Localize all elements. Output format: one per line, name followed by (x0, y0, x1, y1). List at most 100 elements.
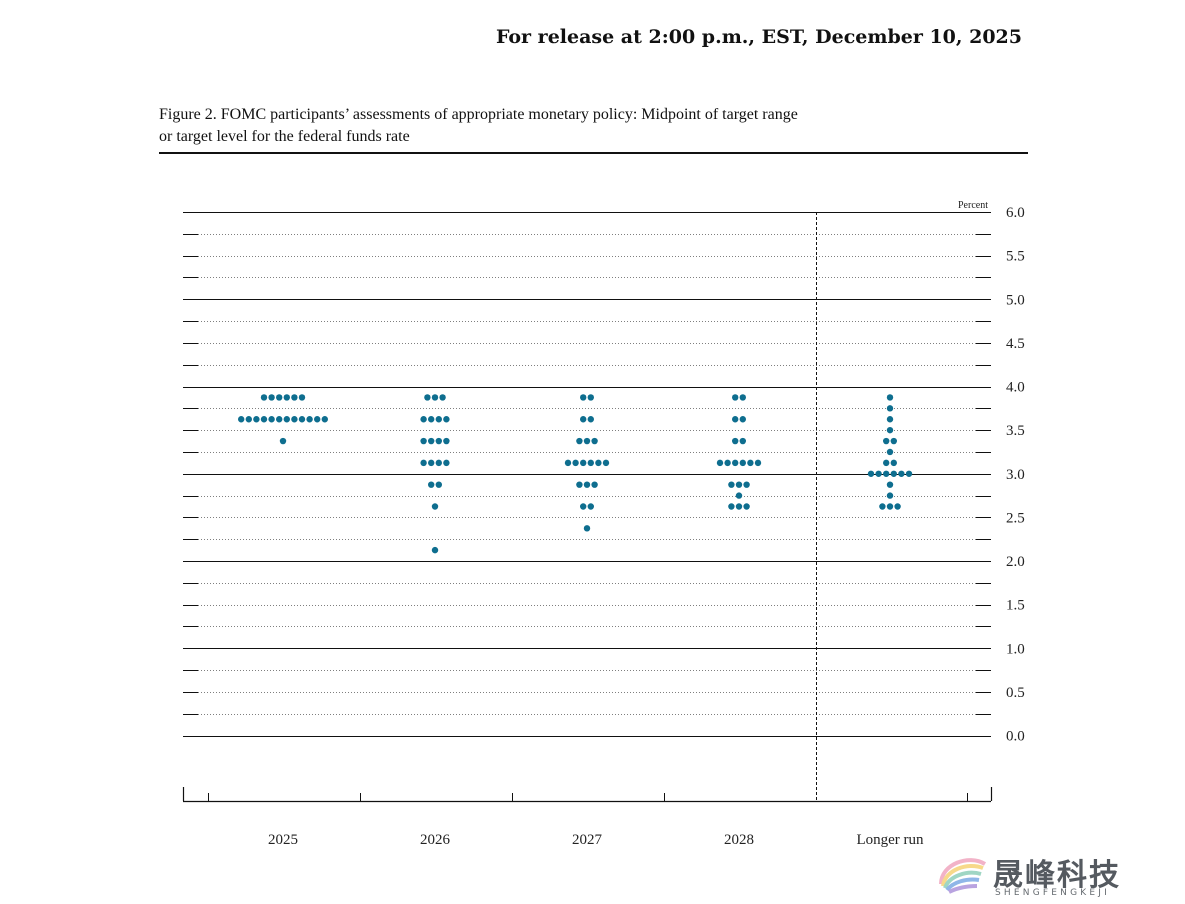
grid-layer (183, 212, 991, 737)
participant-dot (898, 470, 905, 477)
participant-dot (735, 481, 743, 488)
participant-dot (291, 394, 298, 401)
participant-dot (754, 459, 762, 467)
participant-dot (291, 416, 298, 423)
participant-dot (580, 459, 587, 467)
participant-dot (428, 416, 435, 423)
participant-dot (886, 426, 894, 434)
figure-title-line-1: Figure 2. FOMC participants’ assessments… (159, 106, 798, 123)
participant-dot (443, 416, 450, 423)
y-tick-label: 2.0 (1006, 554, 1025, 570)
watermark-brand-cn: 晟峰科技 (993, 858, 1121, 893)
participant-dot (268, 394, 275, 401)
participant-dot (268, 416, 275, 423)
participant-dot (743, 481, 750, 488)
rainbow-swirl-logo-icon (939, 858, 987, 894)
participant-dot (739, 437, 746, 445)
participant-dot (435, 459, 442, 467)
participant-dot (602, 459, 610, 467)
participant-dot (886, 405, 894, 412)
watermark-logo: 晟峰科技 SHENGFENGKEJI (935, 850, 1135, 900)
participant-dot (283, 394, 290, 401)
participant-dot (435, 437, 442, 445)
participant-dot (583, 481, 591, 488)
participant-dot (886, 503, 894, 510)
y-tick-label: 0.5 (1006, 685, 1025, 701)
participant-dot (298, 394, 306, 401)
participant-dot (435, 481, 442, 488)
participant-dot (886, 448, 894, 456)
participant-dot (595, 459, 602, 467)
y-tick-label: 4.5 (1006, 336, 1025, 352)
y-tick-label: 3.0 (1006, 467, 1025, 483)
participant-dot (743, 503, 750, 510)
participant-dot (253, 416, 260, 423)
participant-dot (739, 394, 746, 401)
participant-dot (886, 492, 894, 499)
y-tick-label: 0.0 (1006, 729, 1025, 745)
participant-dot (435, 416, 442, 423)
figure-title-line-2: or target level for the federal funds ra… (159, 128, 410, 145)
participant-dot (732, 459, 739, 467)
participant-dot (883, 459, 890, 467)
participant-dot (890, 437, 897, 445)
participant-dot (314, 416, 321, 423)
y-tick-label: 6.0 (1006, 205, 1025, 221)
y-axis-unit-label: Percent (958, 200, 988, 211)
release-time-header: For release at 2:00 p.m., EST, December … (495, 26, 1022, 48)
participant-dot (905, 470, 913, 477)
participant-dot (728, 503, 735, 510)
participant-dot (732, 416, 739, 423)
y-tick-label: 5.0 (1006, 292, 1025, 308)
participant-dot (580, 394, 587, 401)
participant-dot (879, 503, 886, 510)
y-tick-label: 2.5 (1006, 510, 1025, 526)
participant-dot (238, 416, 245, 423)
participant-dot (576, 481, 583, 488)
participant-dot (587, 394, 594, 401)
participant-dot (886, 416, 894, 423)
participant-dot (580, 416, 587, 423)
x-category-label: 2026 (420, 832, 451, 848)
y-tick-label: 1.5 (1006, 598, 1025, 614)
participant-dot (276, 394, 283, 401)
participant-dot (732, 394, 739, 401)
participant-dot (443, 459, 450, 467)
figure-title: Figure 2. FOMC participants’ assessments… (159, 104, 1029, 148)
y-tick-label: 3.5 (1006, 423, 1025, 439)
participant-dot (439, 394, 446, 401)
participant-dot (428, 459, 435, 467)
participant-dot (306, 416, 313, 423)
participant-dot (716, 459, 724, 467)
participant-dot (587, 459, 594, 467)
participant-dot (587, 503, 594, 510)
participant-dot (580, 503, 587, 510)
x-category-label: 2027 (572, 832, 603, 848)
participant-dot (428, 481, 435, 488)
x-category-label: Longer run (856, 832, 924, 848)
participant-dot (279, 437, 287, 445)
participant-dot (728, 481, 735, 488)
participant-dot (443, 437, 450, 445)
participant-dot (591, 437, 598, 445)
participant-dot (420, 416, 427, 423)
participant-dot (321, 416, 328, 423)
participant-dot (739, 459, 746, 467)
watermark-brand-en: SHENGFENGKEJI (995, 888, 1110, 898)
title-underline (159, 152, 1028, 154)
y-tick-label: 5.5 (1006, 249, 1025, 265)
participant-dot (894, 503, 901, 510)
participant-dot (890, 459, 897, 467)
participant-dot (431, 546, 439, 554)
participant-dot (735, 492, 743, 499)
participant-dot (583, 525, 591, 532)
participant-dot (883, 437, 890, 445)
participant-dot (890, 470, 897, 477)
participant-dot (420, 437, 427, 445)
participant-dot (260, 394, 268, 401)
participant-dot (591, 481, 598, 488)
participant-dot (572, 459, 579, 467)
x-category-label: 2025 (268, 832, 298, 848)
participant-dot (883, 470, 890, 477)
